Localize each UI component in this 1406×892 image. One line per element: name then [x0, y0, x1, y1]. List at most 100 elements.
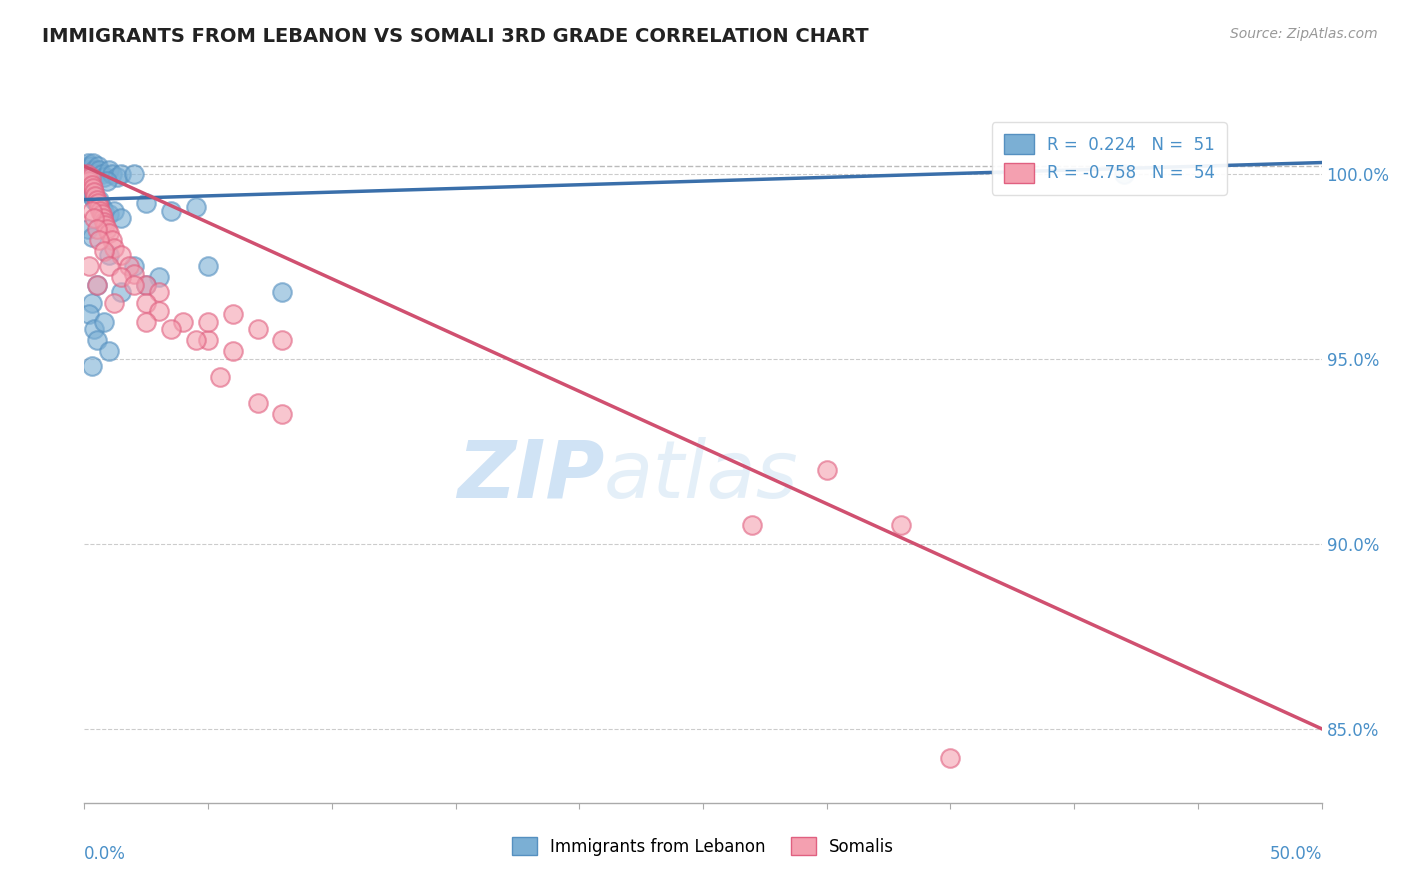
Point	[197, 333, 219, 347]
Point	[197, 315, 219, 329]
Point	[93, 215, 115, 229]
Point	[93, 203, 115, 218]
Text: 50.0%: 50.0%	[1270, 845, 1322, 863]
Point	[76, 167, 98, 181]
Point	[135, 277, 157, 292]
Point	[83, 322, 105, 336]
Point	[246, 396, 269, 410]
Point	[122, 259, 145, 273]
Point	[76, 159, 98, 173]
Point	[172, 315, 194, 329]
Point	[209, 370, 232, 384]
Point	[80, 296, 103, 310]
Point	[98, 344, 121, 359]
Point	[89, 200, 111, 214]
Point	[77, 170, 100, 185]
Point	[86, 167, 108, 181]
Point	[89, 163, 111, 178]
Point	[79, 159, 101, 173]
Point	[98, 226, 121, 240]
Point	[246, 322, 269, 336]
Point	[271, 333, 294, 347]
Point	[86, 277, 108, 292]
Point	[89, 203, 111, 218]
Point	[94, 219, 117, 233]
Point	[815, 463, 838, 477]
Point	[84, 189, 107, 203]
Point	[83, 163, 105, 178]
Point	[86, 193, 108, 207]
Point	[89, 233, 111, 247]
Point	[90, 200, 112, 214]
Point	[79, 259, 101, 273]
Point	[103, 241, 125, 255]
Point	[89, 193, 111, 207]
Text: Source: ZipAtlas.com: Source: ZipAtlas.com	[1230, 27, 1378, 41]
Point	[122, 167, 145, 181]
Point	[79, 174, 101, 188]
Point	[122, 267, 145, 281]
Point	[83, 185, 105, 199]
Point	[87, 196, 110, 211]
Point	[110, 211, 132, 225]
Point	[96, 222, 118, 236]
Point	[96, 174, 118, 188]
Point	[83, 211, 105, 225]
Point	[184, 200, 207, 214]
Point	[80, 359, 103, 373]
Point	[148, 285, 170, 299]
Text: IMMIGRANTS FROM LEBANON VS SOMALI 3RD GRADE CORRELATION CHART: IMMIGRANTS FROM LEBANON VS SOMALI 3RD GR…	[42, 27, 869, 45]
Point	[135, 315, 157, 329]
Point	[86, 333, 108, 347]
Point	[222, 344, 245, 359]
Point	[118, 259, 141, 273]
Point	[98, 207, 121, 221]
Point	[79, 185, 101, 199]
Point	[271, 285, 294, 299]
Point	[98, 163, 121, 178]
Point	[93, 244, 115, 259]
Text: ZIP: ZIP	[457, 437, 605, 515]
Point	[100, 167, 122, 181]
Point	[110, 248, 132, 262]
Point	[87, 159, 110, 173]
Point	[135, 296, 157, 310]
Point	[160, 203, 183, 218]
Point	[86, 277, 108, 292]
Point	[105, 170, 128, 185]
Point	[83, 193, 105, 207]
Point	[197, 259, 219, 273]
Text: atlas: atlas	[605, 437, 799, 515]
Point	[160, 322, 183, 336]
Point	[86, 196, 108, 211]
Point	[91, 211, 114, 225]
Point	[93, 170, 115, 185]
Point	[110, 270, 132, 285]
Point	[184, 333, 207, 347]
Point	[80, 229, 103, 244]
Point	[890, 518, 912, 533]
Point	[103, 296, 125, 310]
Point	[93, 315, 115, 329]
Legend: Immigrants from Lebanon, Somalis: Immigrants from Lebanon, Somalis	[503, 829, 903, 864]
Point	[79, 307, 101, 321]
Point	[110, 285, 132, 299]
Point	[80, 167, 103, 181]
Point	[90, 207, 112, 221]
Point	[222, 307, 245, 321]
Point	[79, 163, 101, 178]
Point	[82, 155, 104, 169]
Point	[80, 189, 103, 203]
Point	[148, 303, 170, 318]
Point	[939, 751, 962, 765]
Point	[86, 222, 108, 236]
Point	[77, 222, 100, 236]
Point	[135, 277, 157, 292]
Point	[80, 178, 103, 192]
Point	[77, 155, 100, 169]
Point	[79, 170, 101, 185]
Point	[98, 248, 121, 262]
Point	[135, 196, 157, 211]
Point	[122, 277, 145, 292]
Point	[271, 407, 294, 421]
